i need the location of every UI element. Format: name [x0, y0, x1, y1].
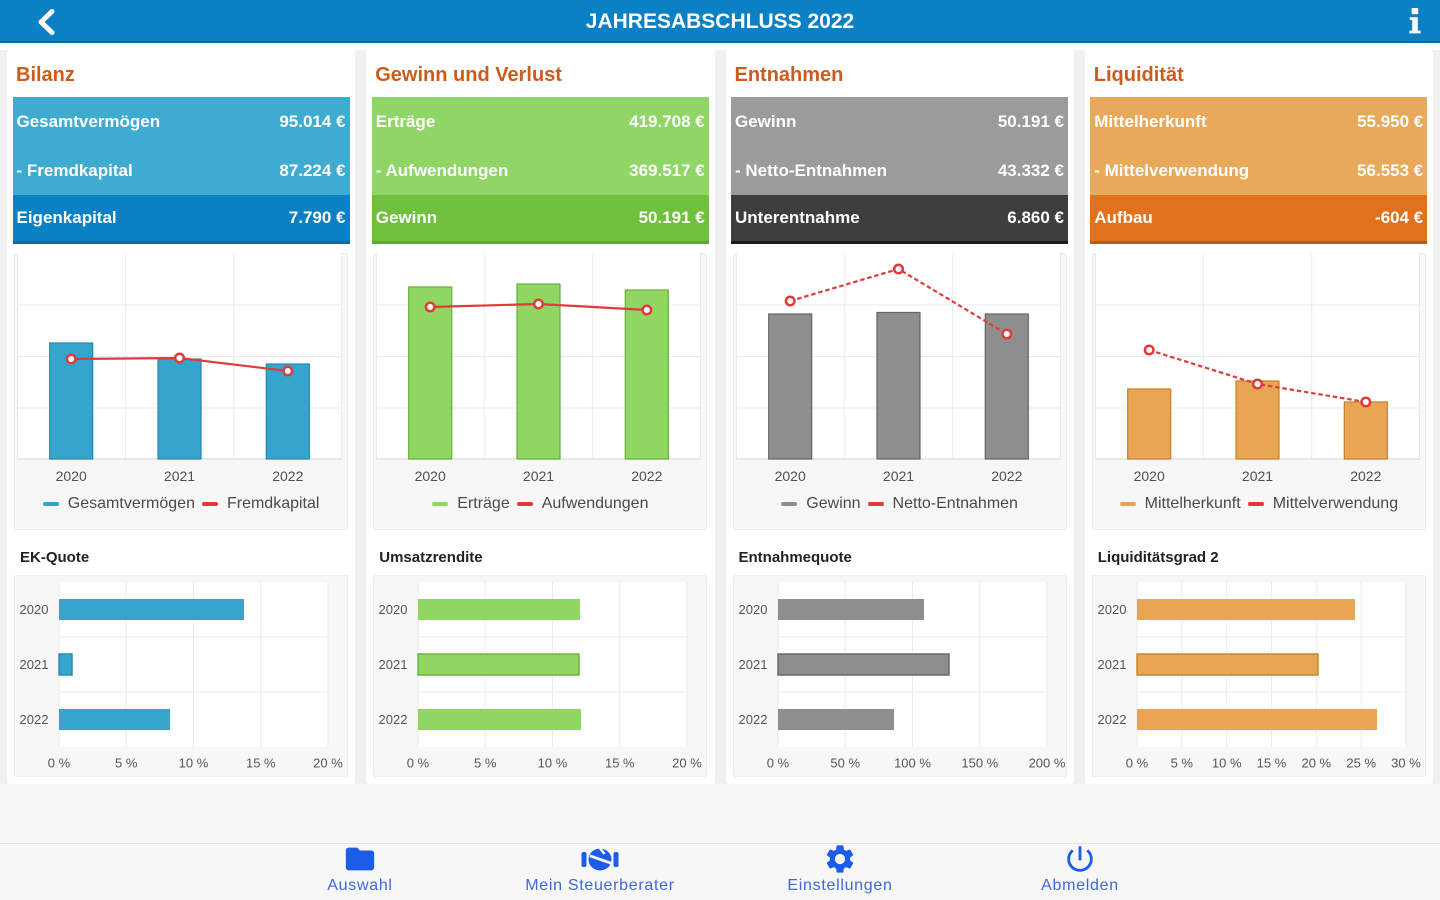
- svg-text:2020: 2020: [774, 468, 805, 484]
- svg-text:25 %: 25 %: [1346, 756, 1376, 771]
- svg-text:2021: 2021: [1097, 657, 1126, 672]
- svg-text:20 %: 20 %: [672, 756, 702, 771]
- svg-text:10 %: 10 %: [538, 756, 568, 771]
- svg-text:2022: 2022: [379, 712, 408, 727]
- svg-text:2022: 2022: [1350, 468, 1381, 484]
- svg-text:150 %: 150 %: [961, 756, 998, 771]
- svg-text:100 %: 100 %: [894, 756, 931, 771]
- svg-text:2022: 2022: [1097, 712, 1126, 727]
- svg-text:20 %: 20 %: [313, 756, 343, 771]
- svg-text:20 %: 20 %: [1301, 756, 1331, 771]
- svg-text:2021: 2021: [738, 657, 767, 672]
- svg-text:2020: 2020: [1097, 602, 1126, 617]
- svg-text:2022: 2022: [738, 712, 767, 727]
- svg-text:2021: 2021: [379, 657, 408, 672]
- svg-text:0 %: 0 %: [407, 756, 430, 771]
- svg-text:5 %: 5 %: [115, 756, 138, 771]
- svg-text:2022: 2022: [631, 468, 662, 484]
- svg-text:2020: 2020: [56, 468, 87, 484]
- svg-text:10 %: 10 %: [179, 756, 209, 771]
- svg-text:2021: 2021: [1242, 468, 1273, 484]
- svg-text:0 %: 0 %: [1126, 756, 1149, 771]
- svg-text:2022: 2022: [272, 468, 303, 484]
- svg-text:15 %: 15 %: [1256, 756, 1286, 771]
- svg-text:200 %: 200 %: [1028, 756, 1065, 771]
- svg-text:2021: 2021: [882, 468, 913, 484]
- svg-text:2022: 2022: [991, 468, 1022, 484]
- svg-text:50 %: 50 %: [830, 756, 860, 771]
- svg-text:2020: 2020: [738, 602, 767, 617]
- svg-text:5 %: 5 %: [1170, 756, 1193, 771]
- svg-text:2020: 2020: [415, 468, 446, 484]
- svg-text:2021: 2021: [20, 657, 49, 672]
- svg-text:15 %: 15 %: [605, 756, 635, 771]
- svg-text:0 %: 0 %: [766, 756, 789, 771]
- svg-text:0 %: 0 %: [48, 756, 71, 771]
- svg-text:15 %: 15 %: [246, 756, 276, 771]
- svg-text:2021: 2021: [164, 468, 195, 484]
- svg-text:2021: 2021: [523, 468, 554, 484]
- svg-text:2022: 2022: [20, 712, 49, 727]
- svg-text:30 %: 30 %: [1391, 756, 1421, 771]
- svg-text:5 %: 5 %: [474, 756, 497, 771]
- svg-text:2020: 2020: [379, 602, 408, 617]
- svg-text:10 %: 10 %: [1212, 756, 1242, 771]
- svg-text:2020: 2020: [20, 602, 49, 617]
- svg-text:2020: 2020: [1133, 468, 1164, 484]
